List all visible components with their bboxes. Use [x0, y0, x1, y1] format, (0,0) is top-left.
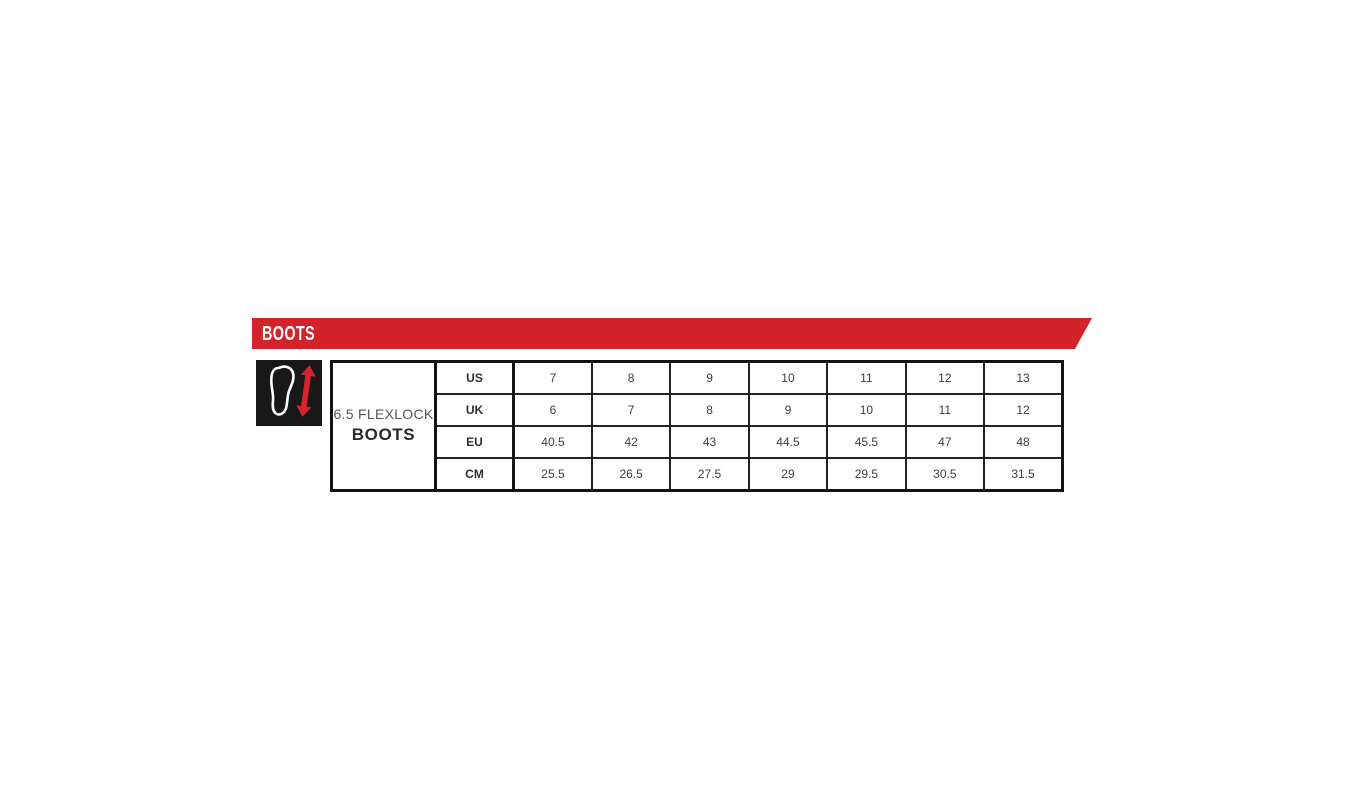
size-cell: 9	[747, 393, 829, 427]
product-label-cell: 6.5 FLEXLOCK BOOTS	[330, 360, 437, 492]
size-cell: 29	[747, 457, 829, 492]
size-cell: 7	[590, 393, 672, 427]
foot-measure-icon	[256, 360, 322, 426]
size-cell: 9	[669, 360, 750, 395]
size-cell: 40.5	[512, 425, 593, 459]
size-cell: 47	[904, 425, 986, 459]
size-cell: 45.5	[826, 425, 907, 459]
table-row-eu: EU 40.5 42 43 44.5 45.5 47 48	[332, 425, 1064, 459]
row-header-eu: EU	[434, 425, 515, 459]
size-cell: 26.5	[590, 457, 672, 492]
size-cell: 25.5	[512, 457, 593, 492]
size-cell: 30.5	[904, 457, 986, 492]
size-cell: 12	[904, 360, 986, 395]
section-banner-label: BOOTS	[262, 322, 316, 345]
foot-measure-icon-svg	[270, 365, 316, 417]
vertical-measure-arrow-icon	[296, 365, 316, 417]
size-cell: 6	[512, 393, 593, 427]
product-name: 6.5 FLEXLOCK	[333, 406, 434, 423]
size-cell: 44.5	[747, 425, 829, 459]
table-row-cm: CM 25.5 26.5 27.5 29 29.5 30.5 31.5	[332, 457, 1064, 492]
size-cell: 43	[669, 425, 750, 459]
foot-outline-icon	[270, 365, 295, 416]
size-cell: 12	[983, 393, 1064, 427]
row-header-cm: CM	[434, 457, 515, 492]
size-cell: 7	[512, 360, 593, 395]
size-cell: 48	[983, 425, 1064, 459]
size-cell: 8	[669, 393, 750, 427]
size-cell: 8	[590, 360, 672, 395]
table-row-uk: UK 6 7 8 9 10 11 12	[332, 393, 1064, 427]
size-cell: 10	[826, 393, 907, 427]
size-cell: 29.5	[826, 457, 907, 492]
table-row-us: 6.5 FLEXLOCK BOOTS US 7 8 9 10 11 12 13	[330, 360, 1064, 492]
size-cell: 10	[747, 360, 829, 395]
size-cell: 31.5	[983, 457, 1064, 492]
section-banner: BOOTS	[252, 318, 1092, 349]
size-chart-table: 6.5 FLEXLOCK BOOTS US 7 8 9 10 11 12 13 …	[330, 360, 1064, 492]
size-cell: 11	[826, 360, 907, 395]
size-cell: 27.5	[669, 457, 750, 492]
product-category: BOOTS	[351, 425, 416, 445]
size-cell: 11	[904, 393, 986, 427]
row-header-us: US	[434, 360, 515, 395]
row-header-uk: UK	[434, 393, 515, 427]
size-cell: 42	[590, 425, 672, 459]
size-cell: 13	[983, 360, 1064, 395]
